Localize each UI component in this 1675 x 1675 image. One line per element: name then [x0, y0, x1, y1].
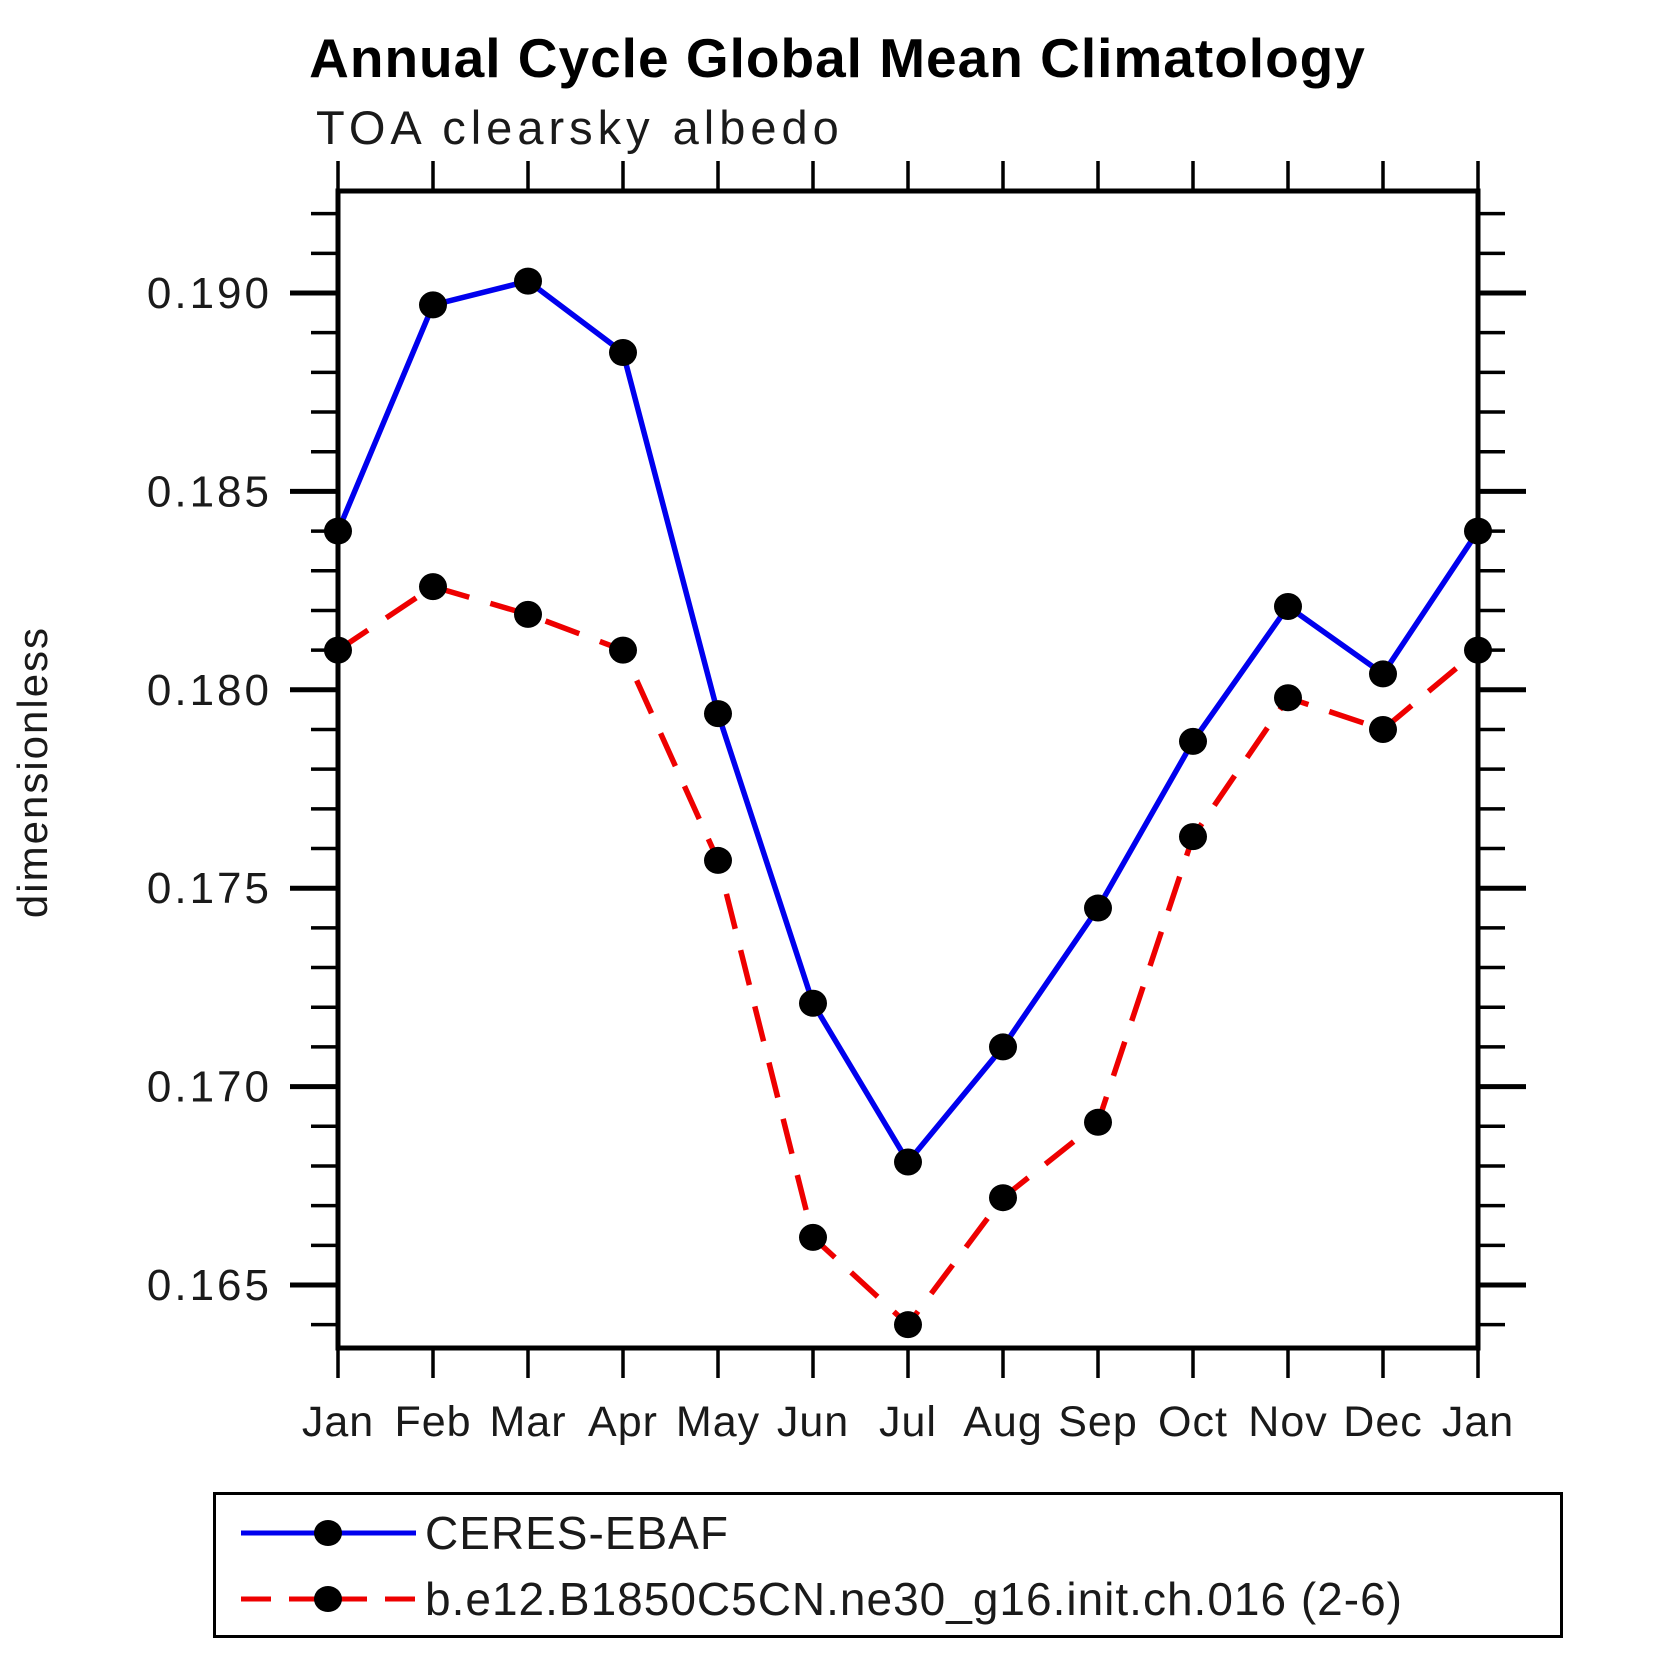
data-point — [324, 517, 352, 545]
data-point — [609, 636, 637, 664]
data-point — [989, 1184, 1017, 1212]
x-tick-label: May — [676, 1398, 760, 1446]
data-point — [894, 1148, 922, 1176]
data-point — [989, 1033, 1017, 1061]
data-point — [799, 989, 827, 1017]
x-tick-label: Jan — [1442, 1398, 1514, 1446]
legend-solid-line-marker-icon — [241, 1520, 416, 1546]
y-tick-label: 0.180 — [147, 666, 272, 715]
x-tick-label: Nov — [1248, 1398, 1327, 1446]
x-tick-label: Sep — [1058, 1398, 1138, 1446]
data-point — [799, 1223, 827, 1251]
data-point — [1274, 592, 1302, 620]
data-point — [514, 600, 542, 628]
x-tick-label: Mar — [489, 1398, 566, 1446]
x-tick-label: Jan — [302, 1398, 374, 1446]
data-point — [704, 846, 732, 874]
legend-item-model: b.e12.B1850C5CN.ne30_g16.init.ch.016 (2-… — [216, 1569, 1403, 1629]
data-point — [1084, 1108, 1112, 1136]
y-tick-label: 0.170 — [147, 1063, 272, 1112]
data-point — [1179, 727, 1207, 755]
x-tick-label: Feb — [394, 1398, 471, 1446]
series-line-0 — [335, 278, 1481, 1167]
y-tick-label: 0.165 — [147, 1261, 272, 1310]
data-point — [1274, 684, 1302, 712]
data-point — [324, 636, 352, 664]
data-point — [1084, 894, 1112, 922]
y-tick-label: 0.190 — [147, 269, 272, 318]
legend-item-obs: CERES-EBAF — [216, 1503, 729, 1563]
data-point — [1464, 636, 1492, 664]
data-point — [894, 1311, 922, 1339]
x-tick-label: Oct — [1158, 1398, 1228, 1446]
legend-dashed-line-marker-icon — [241, 1586, 416, 1612]
chart-subtitle: TOA clearsky albedo — [316, 101, 844, 154]
y-tick-label: 0.175 — [147, 864, 272, 913]
x-tick-label: Apr — [588, 1398, 658, 1446]
data-point — [609, 339, 637, 367]
x-tick-label: Dec — [1343, 1398, 1422, 1446]
legend-label-obs: CERES-EBAF — [425, 1507, 729, 1559]
data-point — [514, 267, 542, 295]
x-tick-label: Jun — [777, 1398, 849, 1446]
data-point — [1179, 823, 1207, 851]
page-title: Annual Cycle Global Mean Climatology — [309, 27, 1366, 89]
x-tick-label: Aug — [963, 1398, 1043, 1446]
y-tick-label: 0.185 — [147, 467, 272, 516]
data-point — [419, 573, 447, 601]
series-line-1 — [336, 583, 1480, 1329]
data-point — [1369, 660, 1397, 688]
data-point — [1369, 715, 1397, 743]
data-point — [1464, 517, 1492, 545]
legend-box: CERES-EBAF b.e12.B1850C5CN.ne30_g16.init… — [213, 1492, 1563, 1638]
data-point — [419, 291, 447, 319]
x-tick-label: Jul — [879, 1398, 937, 1446]
legend-label-model: b.e12.B1850C5CN.ne30_g16.init.ch.016 (2-… — [425, 1573, 1403, 1625]
data-point — [704, 700, 732, 728]
